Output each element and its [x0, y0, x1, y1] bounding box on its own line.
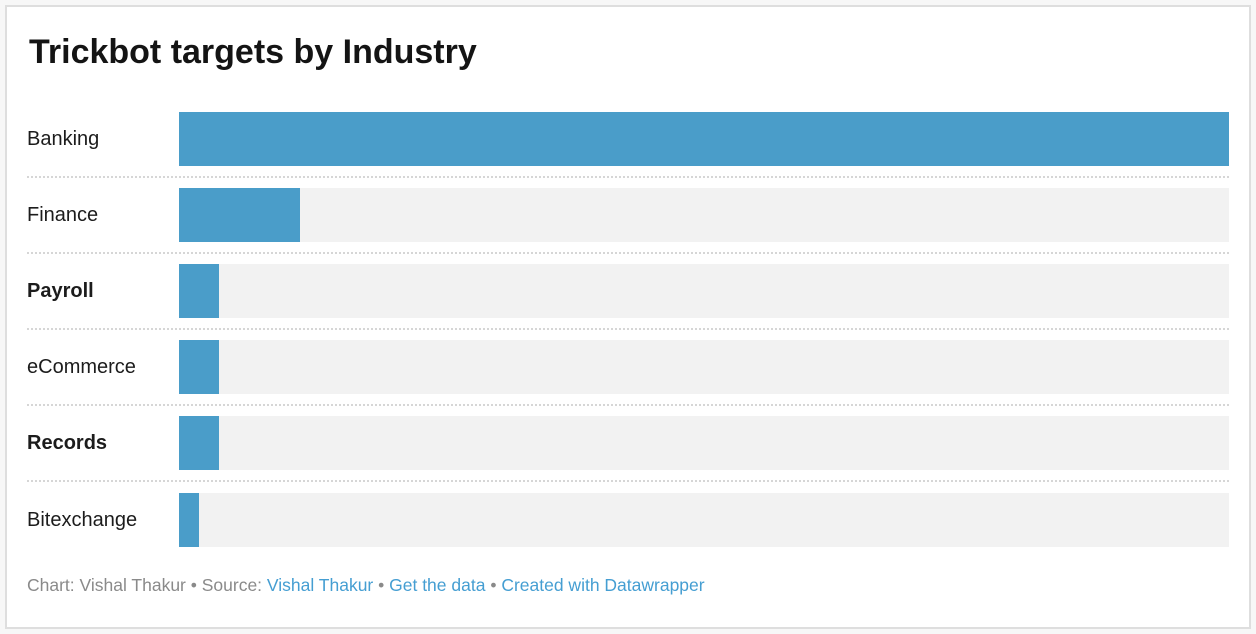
footer-link[interactable]: Vishal Thakur — [266, 575, 374, 596]
category-label: Bitexchange — [27, 508, 138, 531]
chart-title: Trickbot targets by Industry — [29, 33, 477, 71]
bar — [179, 112, 1229, 167]
chart-row: Records — [27, 406, 1229, 483]
chart-row: Finance — [27, 178, 1229, 255]
category-label: Records — [27, 431, 108, 454]
bar-track — [179, 340, 1229, 395]
chart-row: eCommerce — [27, 330, 1229, 407]
footer-link[interactable]: Get the data — [389, 575, 486, 596]
footer-separator: • — [485, 575, 502, 596]
bar-chart: Banking Finance Payroll eCommerce Records Bit… — [27, 102, 1229, 558]
bar-track — [179, 112, 1229, 167]
bar-track — [179, 493, 1229, 548]
bar — [179, 340, 219, 395]
bar — [179, 493, 199, 548]
category-label: Finance — [27, 203, 99, 226]
footer-links: Vishal Thakur • Get the data • Created w… — [267, 575, 705, 595]
bar-track — [179, 264, 1229, 319]
bar-track — [179, 416, 1229, 471]
chart-row: Banking — [27, 102, 1229, 179]
chart-card: Trickbot targets by Industry Banking Fina… — [5, 5, 1251, 629]
chart-row: Payroll — [27, 254, 1229, 331]
category-label: Payroll — [27, 279, 94, 302]
footer-link[interactable]: Created with Datawrapper — [501, 575, 705, 596]
chart-row: Bitexchange — [27, 482, 1229, 558]
chart-footer: Chart: Vishal Thakur • Source: Vishal Th… — [27, 572, 1229, 598]
category-label: eCommerce — [27, 355, 136, 378]
footer-separator: • — [373, 575, 390, 596]
bar — [179, 416, 219, 471]
footer-byline: Chart: Vishal Thakur • Source: — [27, 575, 267, 596]
category-label: Banking — [27, 127, 100, 150]
bar-track — [179, 188, 1229, 243]
bar — [179, 188, 300, 243]
bar — [179, 264, 219, 319]
